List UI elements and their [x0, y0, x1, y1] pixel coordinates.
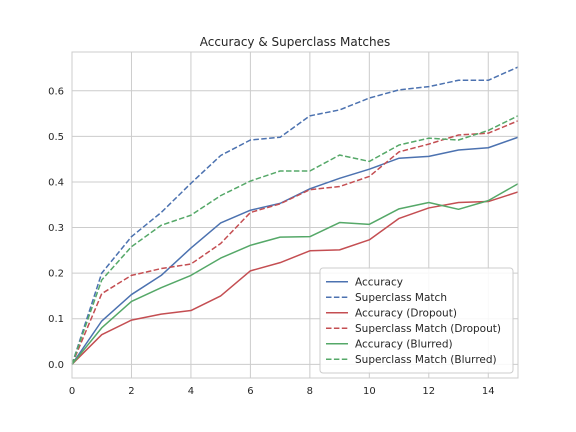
x-axis-ticks: 0 2 4 6 8 10 12 14	[69, 386, 495, 397]
y-tick-label: 0.5	[48, 132, 64, 143]
series-line-4	[71, 183, 519, 365]
chart-title: Accuracy & Superclass Matches	[200, 35, 391, 49]
series-line-1	[71, 66, 519, 365]
x-tick-label: 6	[247, 386, 253, 397]
x-tick-label: 14	[482, 386, 495, 397]
legend-label: Accuracy	[355, 277, 403, 289]
plot-frame	[71, 51, 519, 379]
y-axis-ticks: 0.0 0.1 0.2 0.3 0.4 0.5 0.6	[48, 86, 64, 371]
x-tick-label: 0	[69, 386, 75, 397]
y-tick-label: 0.4	[48, 177, 64, 188]
series-line-0	[71, 136, 519, 365]
y-tick-label: 0.6	[48, 86, 64, 97]
x-tick-label: 10	[363, 386, 376, 397]
series-line-5	[71, 115, 519, 365]
legend-label: Superclass Match	[355, 292, 447, 304]
x-tick-label: 12	[422, 386, 435, 397]
legend-label: Superclass Match (Blurred)	[355, 354, 497, 366]
x-tick-label: 4	[188, 386, 194, 397]
series-lines	[71, 66, 519, 365]
x-tick-label: 8	[307, 386, 313, 397]
legend-label: Accuracy (Blurred)	[355, 339, 453, 351]
y-tick-label: 0.2	[48, 269, 64, 280]
y-tick-label: 0.0	[48, 360, 64, 371]
x-tick-label: 2	[128, 386, 134, 397]
legend-label: Accuracy (Dropout)	[355, 308, 457, 320]
y-tick-label: 0.1	[48, 314, 64, 325]
y-tick-label: 0.3	[48, 223, 64, 234]
legend: Accuracy Superclass Match Accuracy (Dropou…	[319, 267, 514, 374]
legend-label: Superclass Match (Dropout)	[355, 323, 501, 335]
legend-box	[319, 267, 514, 374]
